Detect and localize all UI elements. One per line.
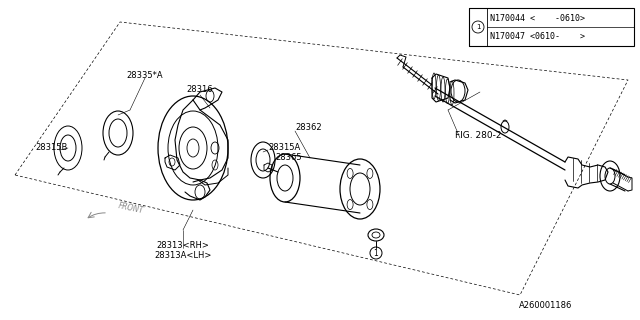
Text: 28315A: 28315A [268,143,300,153]
Text: 28315B: 28315B [36,143,68,153]
Text: 1: 1 [374,249,378,258]
Bar [469,8,487,46]
Text: N170047 <0610-    >: N170047 <0610- > [490,32,585,41]
Text: 28313A<LH>: 28313A<LH> [154,251,212,260]
Text: FIG. 280-2: FIG. 280-2 [455,131,502,140]
Bar [469,8,634,46]
Text: 1: 1 [476,24,480,30]
Text: 28316: 28316 [187,85,213,94]
Text: 28365: 28365 [275,154,301,163]
Text: 28362: 28362 [295,124,322,132]
Text: 28313<RH>: 28313<RH> [157,241,209,250]
Text: 28335*A: 28335*A [127,70,163,79]
Text: FRONT: FRONT [117,201,144,215]
Text: N170044 <    -0610>: N170044 < -0610> [490,14,585,23]
Text: A260001186: A260001186 [518,301,572,310]
